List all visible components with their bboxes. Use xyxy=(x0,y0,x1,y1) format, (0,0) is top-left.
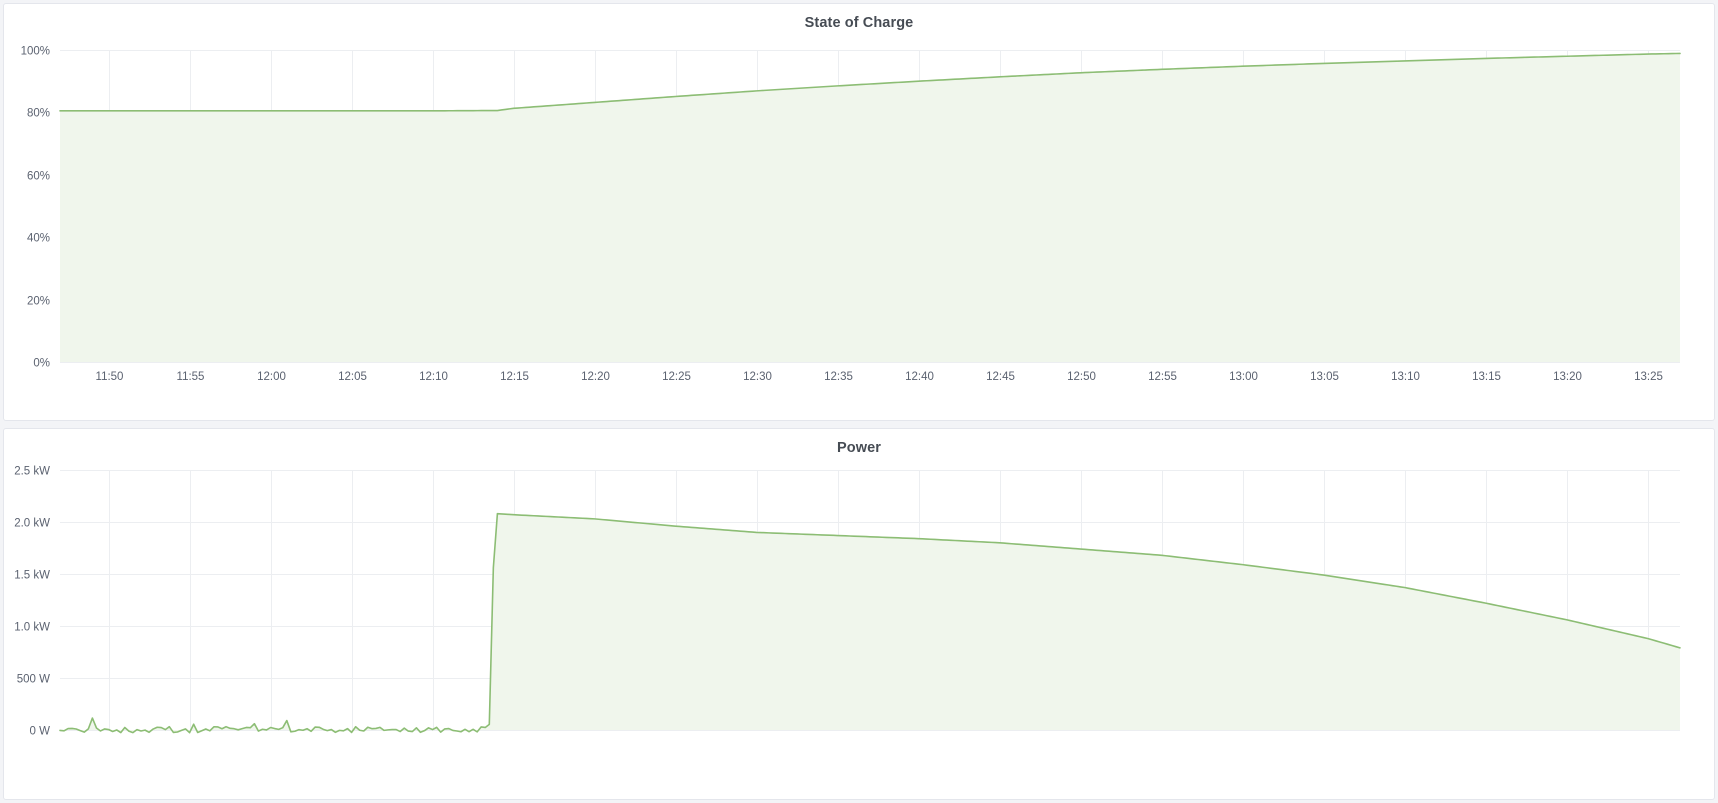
y-axis-tick-label: 100% xyxy=(21,46,50,58)
series-area-svg-power xyxy=(60,513,1680,733)
x-axis-tick-label: 13:25 xyxy=(1634,371,1663,383)
y-axis-tick-label: 500 W xyxy=(17,674,50,686)
chart-svg-power: 0 W 500 W 1.0 kW 1.5 kW 2.0 kW 2.5 kW xyxy=(14,466,1681,738)
x-axis-tick-label: 12:30 xyxy=(743,371,772,383)
x-axis-tick-label: 13:05 xyxy=(1310,371,1339,383)
x-axis-tick-label: 12:20 xyxy=(581,371,610,383)
chart-state-of-charge[interactable]: 0% 20% 40% 60% 80% 100% 11:50 11:55 12:00 12:05 12… xyxy=(4,4,1714,420)
x-axis-tick-label: 13:10 xyxy=(1391,371,1420,383)
y-axis-tick-label: 20% xyxy=(27,296,50,308)
x-axis-tick-label: 13:00 xyxy=(1229,371,1258,383)
y-axis-tick-label: 2.5 kW xyxy=(14,466,50,478)
y-axis-tick-label: 1.0 kW xyxy=(14,622,50,634)
panel-state-of-charge[interactable]: State of Charge 0% 20% 40% 60% 80% 100% 11:50 1… xyxy=(3,3,1715,421)
x-axis-tick-label: 11:50 xyxy=(96,371,124,383)
x-axis-tick-label: 12:50 xyxy=(1067,371,1096,383)
x-axis-tick-label: 12:35 xyxy=(824,371,853,383)
chart-power[interactable]: 0 W 500 W 1.0 kW 1.5 kW 2.0 kW 2.5 kW xyxy=(4,429,1714,799)
x-axis-tick-label: 12:15 xyxy=(500,371,529,383)
x-axis-tick-label: 12:55 xyxy=(1148,371,1177,383)
y-axis-tick-label: 40% xyxy=(27,233,50,245)
series-area-svg-soc xyxy=(60,53,1680,363)
x-axis-tick-label: 13:15 xyxy=(1472,371,1501,383)
x-axis-tick-label: 12:45 xyxy=(986,371,1015,383)
y-axis-tick-label: 80% xyxy=(27,108,50,120)
panel-title-state-of-charge: State of Charge xyxy=(804,15,914,31)
x-axis-tick-label: 12:10 xyxy=(419,371,448,383)
y-axis-tick-label: 0 W xyxy=(30,726,51,738)
series-line-svg-power xyxy=(59,512,1681,734)
y-axis-tick-label: 0% xyxy=(33,358,50,370)
chart-svg-state-of-charge: 0% 20% 40% 60% 80% 100% 11:50 11:55 12:00 12:05 12… xyxy=(21,46,1681,383)
panel-power[interactable]: Power 0 W 500 W 1.0 kW 1.5 kW 2.0 kW 2.5 kW xyxy=(3,428,1715,800)
y-axis-tick-label: 2.0 kW xyxy=(14,518,50,530)
x-axis-tick-label: 12:25 xyxy=(662,371,691,383)
x-axis-tick-label: 12:00 xyxy=(257,371,286,383)
y-axis-tick-label: 60% xyxy=(27,171,50,183)
x-axis-tick-label: 12:40 xyxy=(905,371,934,383)
y-axis-tick-label: 1.5 kW xyxy=(14,570,50,582)
panel-title-power: Power xyxy=(836,440,881,456)
series-line-svg-soc xyxy=(59,52,1681,112)
x-axis-tick-label: 11:55 xyxy=(177,371,205,383)
x-axis-tick-label: 13:20 xyxy=(1553,371,1582,383)
x-axis-tick-label: 12:05 xyxy=(338,371,367,383)
